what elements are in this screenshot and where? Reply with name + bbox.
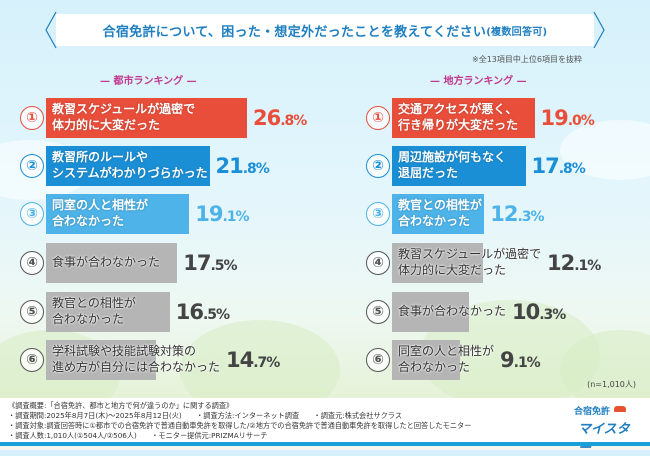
region-ranking-label: — 地方ランキング — [430,76,527,87]
footer-line: ・調査期間:2025年8月7日(木)〜2025年8月12日(火) ・調査方法:イ… [8,411,403,420]
bar-label: 教官との相性が 合わなかった [398,198,482,228]
title-sub: (複数回答可) [486,26,548,38]
survey-footer: 《調査概要:「合宿免許、都市と地方で何が違うのか」に関する調査》 ・調査期間:2… [0,398,650,446]
rank-badge: ⑤ [20,300,44,324]
rank-badge: ④ [366,251,390,275]
bar-value-label: 16.5% [175,300,230,324]
city-ranking-label: — 都市ランキング — [100,76,197,87]
bar-value-label: 17.8% [531,154,586,178]
bar-label: 同室の人と相性が 合わなかった [398,344,495,374]
sample-size: (n=1,010人) [587,380,636,389]
bar [46,98,247,138]
bar-label: 食事が合わなかった [398,304,507,318]
bar-value-label: 10.3% [512,300,566,324]
bar-label: 教官との相性が 合わなかった [52,296,136,326]
bar-label: 交通アクセスが悪く、 行き帰りが大変だった [398,102,519,132]
bar-row: ② 周辺施設が何もなく 退屈だった 17.8% [366,146,650,186]
bar [46,243,178,283]
bar-value-label: 17.5% [183,251,237,275]
bar [46,194,190,234]
bar-label: 教習スケジュールが過密で 体力的に大変だった [398,247,542,277]
bar [392,292,470,332]
bar-row: ① 教習スケジュールが過密で 体力的に大変だった 26.8% [20,98,320,138]
bar-value-label: 9.1% [500,348,541,372]
bar [392,98,535,138]
bar-label: 教習所のルールや システムがわかりづらかった [52,150,208,180]
bar-label: 学科試験や技能試験対策の 進め方が自分には合わなかった [52,344,221,374]
logo-top-text: 合宿免許 [574,407,611,417]
bar-row: ⑥ 学科試験や技能試験対策の 進め方が自分には合わなかった 14.7% [20,340,320,380]
bar-row: ① 交通アクセスが悪く、 行き帰りが大変だった 19.0% [366,98,650,138]
bar-row: ④ 食事が合わなかった 17.5% [20,243,320,283]
bar [392,146,526,186]
bar-row: ③ 同室の人と相性が 合わなかった 19.1% [20,194,320,234]
rank-badge: ④ [20,251,44,275]
bar-row: ⑤ 食事が合わなかった 10.3% [366,292,650,332]
title-banner: 合宿免許について、困った・想定外だったことを教えてください (複数回答可) [44,10,606,50]
footer-line: ・調査対象:調査回答時に①都市での合宿免許で普通自動車免許を取得した/②地方での… [8,421,472,430]
bar [46,146,210,186]
bar [46,340,157,380]
bar-label: 同室の人と相性が 合わなかった [52,198,149,228]
chevron-left-icon [45,11,57,49]
bar-value-label: 12.3% [490,202,544,226]
rank-badge: ⑥ [20,348,44,372]
background-tree [560,330,650,410]
rank-badge: ① [20,106,44,130]
bar-value-label: 12.1% [547,251,601,275]
bar-label: 教習スケジュールが過密で 体力的に大変だった [52,102,196,132]
brand-logo: 合宿免許 マイスター [568,404,640,456]
rank-badge: ③ [366,202,390,226]
rank-badge: ⑥ [366,348,390,372]
chevron-right-icon [593,11,605,49]
bar-row: ⑥ 同室の人と相性が 合わなかった 9.1% [366,340,650,380]
rank-badge: ② [366,154,390,178]
title-main: 合宿免許について、困った・想定外だったことを教えてください [102,24,487,40]
bar [392,243,483,283]
note-text: ※全13項目中上位6項目を抜粋 [472,55,582,64]
logo-bottom-text: マイスター [578,422,630,456]
bar-value-label: 19.1% [195,202,249,226]
car-icon [614,406,626,412]
bar-row: ③ 教官との相性が 合わなかった 12.3% [366,194,650,234]
bar-row: ⑤ 教官との相性が 合わなかった 16.5% [20,292,320,332]
chart-title: 合宿免許について、困った・想定外だったことを教えてください (複数回答可) [56,14,594,46]
bar-value-label: 21.8% [215,154,270,178]
bar-label: 周辺施設が何もなく 退屈だった [398,150,507,180]
bar-value-label: 14.7% [226,348,280,372]
footer-line: 《調査概要:「合宿免許、都市と地方で何が違うのか」に関する調査》 [8,401,234,410]
bar-value-label: 26.8% [253,106,307,130]
bar-label: 食事が合わなかった [52,255,161,269]
bar-value-label: 19.0% [540,106,595,130]
bar-row: ④ 教習スケジュールが過密で 体力的に大変だった 12.1% [366,243,650,283]
bar [392,340,461,380]
rank-badge: ⑤ [366,300,390,324]
rank-badge: ③ [20,202,44,226]
footer-line: ・調査人数:1,010人(①504人/②506人) ・モニター提供元:PRIZM… [8,431,268,440]
bar [46,292,170,332]
background-cloud [560,120,650,180]
bar-row: ② 教習所のルールや システムがわかりづらかった 21.8% [20,146,320,186]
rank-badge: ② [20,154,44,178]
footer-accent-line [0,442,650,446]
bar [392,194,485,234]
rank-badge: ① [366,106,390,130]
